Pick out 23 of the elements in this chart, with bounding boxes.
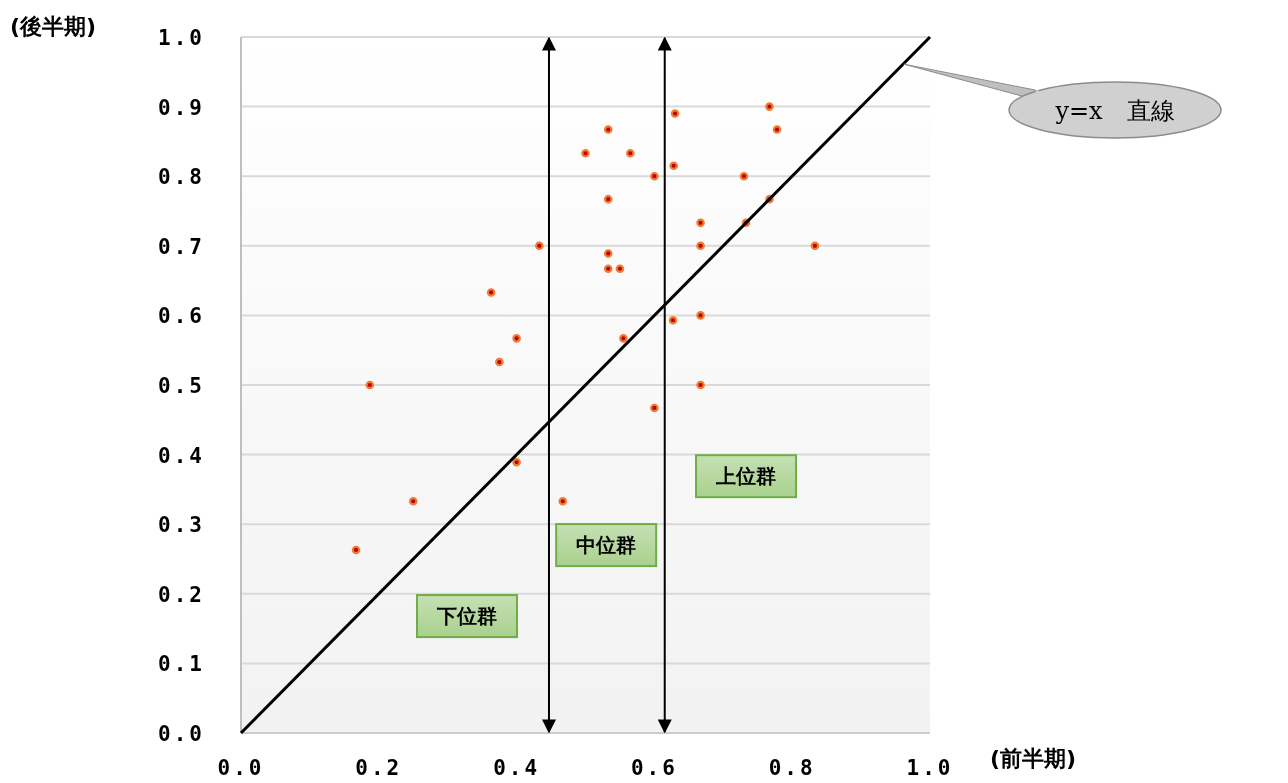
x-tick-label: 0.2 — [355, 756, 403, 780]
x-axis-title: (前半期) — [990, 746, 1077, 771]
y-tick-label: 0.1 — [158, 652, 205, 677]
annotation: 中位群 — [576, 533, 637, 558]
annotation: y=x 直線 — [1054, 97, 1175, 125]
y-tick-label: 0.2 — [158, 582, 205, 607]
y-tick-label: 0.5 — [158, 374, 205, 398]
y-tick-label: 0.0 — [158, 722, 205, 746]
annotation: 上位群 — [715, 464, 777, 489]
y-axis-title: (後半期) — [10, 14, 97, 39]
x-tick-label: 0.4 — [493, 756, 541, 780]
x-tick-label: 1.0 — [906, 756, 954, 780]
y-tick-label: 0.6 — [158, 304, 205, 329]
y-tick-label: 0.3 — [158, 513, 205, 538]
y-tick-label: 0.8 — [158, 165, 205, 190]
x-tick-label: 0.6 — [630, 756, 678, 780]
y-tick-label: 1.0 — [158, 26, 205, 50]
y-tick-label: 0.7 — [158, 234, 205, 259]
annotation: 下位群 — [435, 604, 497, 629]
x-tick-label: 0.8 — [768, 756, 816, 780]
x-tick-label: 0.0 — [217, 756, 265, 780]
y-tick-label: 0.9 — [158, 95, 205, 120]
y-tick-label: 0.4 — [158, 443, 205, 468]
